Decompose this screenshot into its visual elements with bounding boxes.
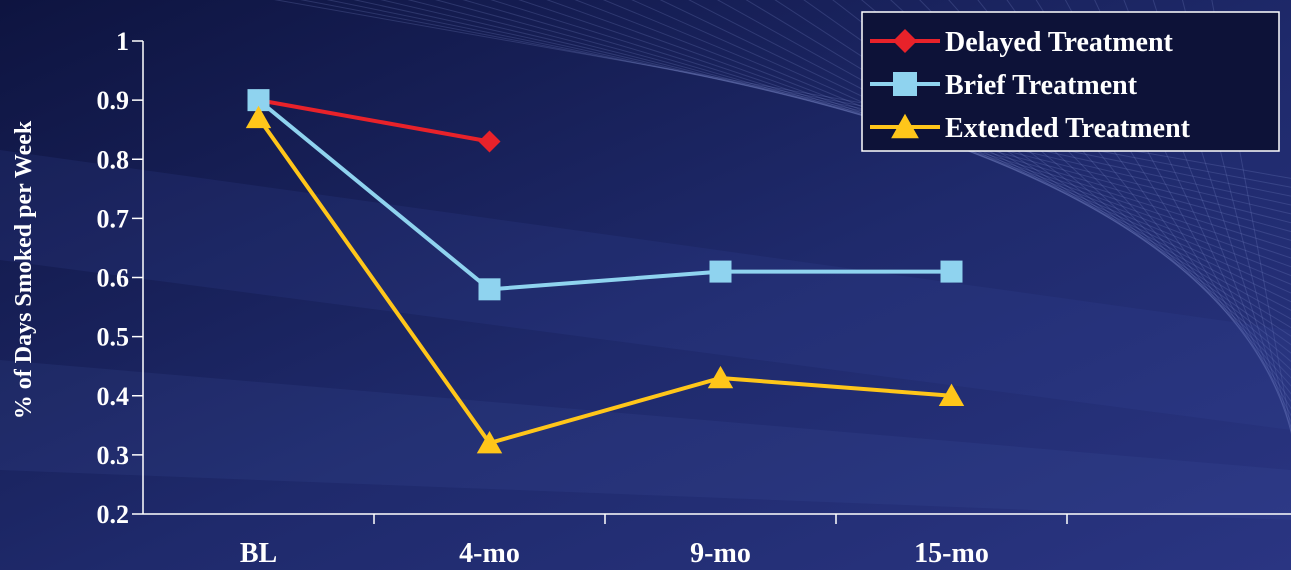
y-axis-label: % of Days Smoked per Week [11,120,37,419]
legend-marker-0 [893,29,917,53]
legend-label-1: Brief Treatment [945,70,1138,101]
chart-legend: Delayed Treatment Brief Treatment Extended… [861,11,1280,152]
legend-label-2: Extended Treatment [945,113,1191,144]
data-point-marker [245,105,272,129]
legend-label-0: Delayed Treatment [945,27,1174,58]
series-lines [256,98,952,446]
y-tick-label: 0.6 [97,264,130,293]
y-tick-label: 0.3 [97,441,130,470]
data-point-marker [478,278,501,301]
x-category-label: 15-mo [914,538,989,569]
series-line-0 [258,98,490,144]
data-point-marker [478,130,501,153]
data-point-marker [247,89,270,112]
x-category-label: 4-mo [459,538,520,569]
y-tick-label: 0.5 [97,323,130,352]
chart-axes: 0.2 0.3 0.4 0.5 0.6 0.7 0.8 0.9 1 BL 4-mo 9-mo 15-mo [97,27,1291,569]
y-tick-label: 1 [116,27,129,56]
x-category-label: 9-mo [690,538,751,569]
data-point-marker [940,260,963,283]
legend-marker-1 [893,72,917,96]
data-point-marker [709,260,732,283]
series-markers [245,89,965,454]
data-point-marker [476,430,503,454]
series-line-2 [256,116,952,446]
data-point-marker [707,365,734,389]
legend-marker-2 [891,113,919,139]
data-point-marker [938,383,965,407]
y-tick-label: 0.8 [97,145,130,174]
y-tick-label: 0.7 [97,204,130,233]
y-tick-label: 0.2 [97,500,130,529]
x-category-label: BL [240,538,277,569]
y-tick-label: 0.9 [97,86,130,115]
series-line-1 [257,98,952,292]
y-tick-label: 0.4 [97,382,130,411]
